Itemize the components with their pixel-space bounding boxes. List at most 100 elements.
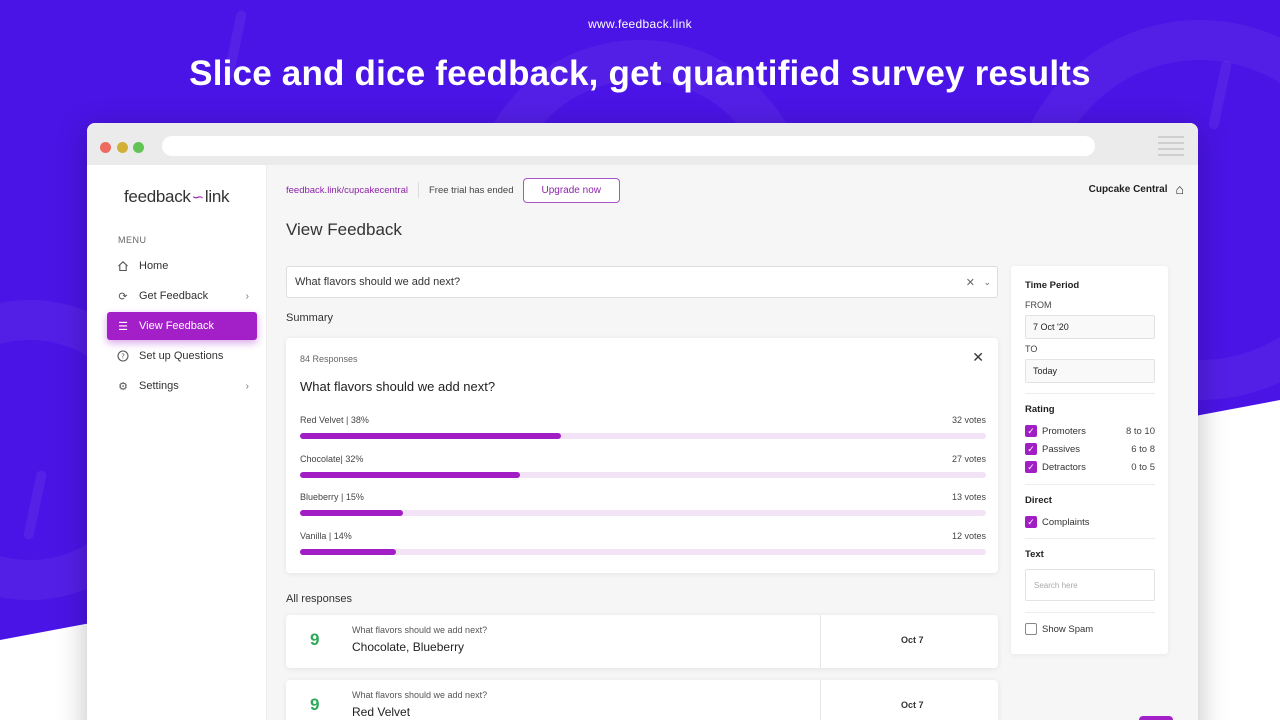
response-question: What flavors should we add next? — [352, 690, 488, 700]
maximize-window-dot[interactable] — [133, 142, 144, 153]
feedback-page-url[interactable]: feedback.link/cupcakecentral — [286, 184, 408, 196]
option-label: Vanilla | 14% — [300, 531, 352, 541]
rating-range: 6 to 8 — [1131, 443, 1155, 455]
option-row: Red Velvet | 38% 32 votes — [300, 415, 986, 445]
option-votes: 12 votes — [951, 531, 986, 541]
minimize-window-dot[interactable] — [117, 142, 128, 153]
response-score: 9 — [310, 630, 320, 649]
response-question: What flavors should we add next? — [352, 625, 488, 635]
menu-label: MENU — [118, 235, 147, 245]
option-bar-fill — [300, 472, 520, 478]
chevron-down-icon[interactable]: ⌄ — [983, 276, 991, 287]
list-icon: ☰ — [118, 320, 128, 333]
sidebar-item-get-feedback[interactable]: ⟳ Get Feedback › — [107, 282, 257, 310]
response-answer: Red Velvet — [352, 705, 411, 719]
trial-status: Free trial has ended — [429, 184, 514, 196]
question-select[interactable]: What flavors should we add next? ✕ ⌄ — [286, 266, 998, 298]
from-date-input[interactable]: 7 Oct '20 — [1025, 315, 1155, 339]
response-row[interactable]: 9 What flavors should we add next? Red V… — [286, 680, 998, 720]
text-search-input[interactable]: Search here — [1025, 569, 1155, 601]
from-label: FROM — [1025, 300, 1052, 310]
detractors-checkbox[interactable]: ✓ Detractors 0 to 5 — [1025, 460, 1155, 474]
direct-heading: Direct — [1025, 495, 1052, 506]
browser-menu-icon[interactable] — [1158, 136, 1184, 156]
divider — [1025, 538, 1155, 539]
clear-icon[interactable]: ✕ — [965, 276, 975, 289]
site-url: www.feedback.link — [588, 17, 692, 31]
divider — [1025, 393, 1155, 394]
response-row[interactable]: 9 What flavors should we add next? Choco… — [286, 615, 998, 668]
checkbox-label: Show Spam — [1042, 623, 1094, 635]
promoters-checkbox[interactable]: ✓ Promoters 8 to 10 — [1025, 424, 1155, 438]
unchecked-box-icon — [1025, 623, 1037, 635]
summary-heading: Summary — [286, 312, 334, 324]
checkmark-icon: ✓ — [1025, 425, 1037, 437]
svg-text:?: ? — [121, 353, 125, 361]
show-spam-checkbox[interactable]: Show Spam — [1025, 622, 1155, 636]
time-period-heading: Time Period — [1025, 280, 1080, 291]
browser-chrome — [87, 123, 1198, 165]
option-label: Chocolate| 32% — [300, 454, 364, 464]
to-label: TO — [1025, 344, 1038, 354]
sidebar-item-label: Get Feedback — [139, 290, 209, 302]
headline: Slice and dice feedback, get quantified … — [189, 54, 1091, 93]
gear-icon: ⚙ — [118, 380, 128, 393]
response-count: 84 Responses — [300, 354, 358, 364]
checkmark-icon: ✓ — [1025, 461, 1037, 473]
option-bar-track — [300, 510, 986, 516]
rating-range: 8 to 10 — [1125, 425, 1155, 437]
feedback-link-logo[interactable]: feedback∽link — [124, 187, 230, 206]
summary-question: What flavors should we add next? — [300, 379, 496, 394]
option-row: Blueberry | 15% 13 votes — [300, 492, 986, 522]
option-votes: 27 votes — [951, 454, 986, 464]
upgrade-button[interactable]: Upgrade now — [522, 177, 620, 203]
divider — [418, 182, 419, 198]
close-window-dot[interactable] — [100, 142, 111, 153]
checkbox-label: Promoters — [1042, 425, 1086, 437]
logo-wave-icon: ∽ — [191, 189, 205, 206]
response-score: 9 — [310, 695, 320, 714]
sidebar-item-view-feedback[interactable]: ☰ View Feedback — [107, 312, 257, 340]
checkmark-icon: ✓ — [1025, 516, 1037, 528]
home-icon — [117, 260, 129, 272]
sidebar-item-label: Settings — [139, 380, 179, 392]
sidebar-item-settings[interactable]: ⚙ Settings › — [107, 372, 257, 400]
checkmark-icon: ✓ — [1025, 443, 1037, 455]
divider — [820, 615, 821, 668]
response-date: Oct 7 — [901, 635, 924, 645]
sidebar-item-set-up-questions[interactable]: ? Set up Questions — [107, 342, 257, 370]
floating-action-button[interactable] — [1139, 716, 1173, 720]
option-label: Blueberry | 15% — [300, 492, 364, 502]
close-icon[interactable]: ✕ — [972, 349, 984, 365]
page-title: View Feedback — [286, 220, 402, 239]
response-answer: Chocolate, Blueberry — [352, 640, 465, 654]
checkbox-label: Detractors — [1042, 461, 1086, 473]
sidebar: feedback∽link MENU Home ⟳ Get Feedback ›… — [87, 165, 267, 720]
all-responses-heading: All responses — [286, 593, 353, 605]
summary-card: 84 Responses ✕ What flavors should we ad… — [286, 338, 998, 573]
text-heading: Text — [1025, 549, 1044, 560]
sidebar-item-label: View Feedback — [139, 320, 215, 332]
sidebar-nav: Home ⟳ Get Feedback › ☰ View Feedback ? … — [107, 252, 257, 402]
sidebar-item-label: Home — [139, 260, 169, 272]
option-bar-track — [300, 549, 986, 555]
divider — [1025, 484, 1155, 485]
filter-panel: Time Period FROM 7 Oct '20 TO Today Rati… — [1011, 266, 1168, 654]
option-row: Vanilla | 14% 12 votes — [300, 531, 986, 561]
question-select-value: What flavors should we add next? — [295, 276, 461, 288]
sidebar-item-home[interactable]: Home — [107, 252, 257, 280]
org-switcher[interactable]: Cupcake Central ⌂ — [1089, 181, 1184, 197]
divider — [820, 680, 821, 720]
complaints-checkbox[interactable]: ✓ Complaints — [1025, 515, 1155, 529]
refresh-icon: ⟳ — [118, 290, 128, 303]
option-votes: 32 votes — [951, 415, 986, 425]
passives-checkbox[interactable]: ✓ Passives 6 to 8 — [1025, 442, 1155, 456]
option-bar-track — [300, 433, 986, 439]
top-bar: feedback.link/cupcakecentral Free trial … — [286, 177, 1184, 203]
address-bar[interactable] — [162, 136, 1095, 156]
option-bar-track — [300, 472, 986, 478]
main-content: feedback.link/cupcakecentral Free trial … — [268, 165, 1198, 720]
to-date-input[interactable]: Today — [1025, 359, 1155, 383]
chevron-right-icon: › — [245, 380, 249, 392]
browser-window: feedback∽link MENU Home ⟳ Get Feedback ›… — [87, 123, 1198, 720]
